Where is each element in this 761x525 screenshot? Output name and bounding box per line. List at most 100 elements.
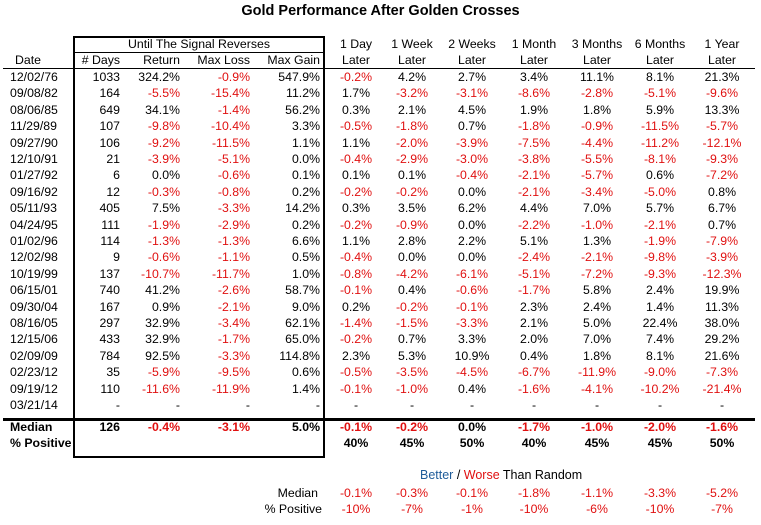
row-value: -1.8%: [517, 119, 551, 134]
header-period-top: 3 Months: [571, 37, 623, 51]
row-date: 10/19/99: [10, 266, 58, 281]
header-period-bottom: Later: [341, 53, 371, 67]
row-value: 0.6%: [291, 365, 320, 380]
row-value: 1.0%: [291, 266, 320, 281]
row-value: -0.6%: [217, 168, 250, 183]
row-value: -0.1%: [339, 381, 373, 396]
row-value: -: [719, 398, 725, 412]
row-value: 6: [113, 168, 120, 183]
row-value: -: [245, 398, 250, 412]
row-date: 12/10/91: [10, 152, 58, 166]
row-value: 0.2%: [291, 217, 320, 232]
row-value: 0.7%: [457, 119, 487, 134]
row-value: -5.7%: [705, 119, 739, 134]
row-date: 04/24/95: [10, 217, 58, 232]
row-date: 08/06/85: [10, 102, 58, 117]
row-value: 7.4%: [645, 332, 675, 347]
row-value: 6.2%: [457, 201, 487, 216]
row-value: -5.7%: [580, 168, 614, 183]
row-value: 433: [99, 332, 120, 347]
row-value: -0.4%: [339, 250, 373, 265]
row-value: -1.0%: [395, 381, 429, 396]
header-period-bottom: Later: [707, 53, 737, 67]
row-value: -3.2%: [395, 86, 429, 101]
row-value: 5.1%: [519, 234, 549, 248]
median-value: -1.6%: [705, 420, 739, 434]
row-value: -1.1%: [217, 250, 250, 265]
median-value: -0.2%: [395, 420, 429, 434]
row-value: 114.8%: [279, 348, 320, 363]
row-value: -1.6%: [517, 381, 551, 396]
header-period-top: 1 Week: [391, 37, 433, 51]
row-value: 164: [99, 86, 120, 101]
legend-worse: Worse: [463, 468, 500, 482]
row-value: 4.4%: [519, 201, 549, 216]
row-value: 5.9%: [645, 102, 675, 117]
row-date: 12/15/06: [10, 332, 58, 347]
row-value: 9.0%: [291, 299, 320, 314]
median-value: -0.4%: [147, 420, 180, 434]
positive-value: 50%: [459, 436, 485, 450]
median-value: 5.0%: [291, 420, 320, 434]
row-value: 3.3%: [291, 119, 320, 134]
row-value: 2.8%: [397, 234, 427, 248]
row-value: 5.3%: [397, 348, 427, 363]
header-max-loss: Max Loss: [197, 53, 250, 67]
row-value: 649: [99, 102, 120, 117]
random-positive-value: -1%: [461, 502, 483, 516]
row-value: -7.2%: [705, 168, 739, 183]
row-value: -5.5%: [147, 86, 180, 101]
row-value: -2.0%: [395, 135, 429, 150]
median-value: -3.1%: [217, 420, 250, 434]
row-value: 0.0%: [457, 250, 487, 265]
row-value: -10.4%: [211, 119, 250, 134]
row-value: 11.2%: [286, 86, 320, 101]
row-value: 1.9%: [519, 102, 549, 117]
row-value: 6.6%: [291, 234, 320, 248]
row-value: -11.9%: [211, 381, 250, 396]
row-value: -4.2%: [395, 266, 429, 281]
row-value: 8.1%: [645, 70, 675, 84]
random-median-value: -1.1%: [580, 486, 614, 500]
row-value: -1.4%: [217, 102, 250, 117]
row-date: 01/02/96: [10, 234, 58, 248]
row-value: 11.1%: [580, 70, 614, 84]
row-value: -3.1%: [455, 86, 489, 101]
summary-divider: [3, 418, 755, 421]
header-period-bottom: Later: [397, 53, 427, 67]
row-date: 09/16/92: [10, 184, 58, 199]
group-header: Until The Signal Reverses: [128, 37, 270, 51]
row-value: 137: [99, 266, 120, 281]
row-value: -3.8%: [517, 152, 551, 166]
row-value: 0.0%: [457, 184, 487, 199]
header-period-top: 2 Weeks: [448, 37, 496, 51]
row-value: -15.4%: [211, 86, 250, 101]
row-value: -11.9%: [577, 365, 617, 380]
row-value: -11.2%: [640, 135, 680, 150]
legend-sep: /: [453, 468, 464, 482]
row-value: 3.4%: [519, 70, 549, 84]
row-value: -0.2%: [339, 332, 373, 347]
row-value: 10.9%: [454, 348, 490, 363]
row-value: -: [353, 398, 359, 412]
random-positive-label: % Positive: [264, 502, 322, 516]
row-value: -0.1%: [455, 299, 489, 314]
row-value: -4.5%: [455, 365, 489, 380]
positive-value: 40%: [521, 436, 547, 450]
row-value: -1.7%: [217, 332, 250, 347]
row-value: -: [531, 398, 537, 412]
row-value: 29.2%: [704, 332, 740, 347]
row-value: -3.5%: [395, 365, 429, 380]
header-days: # Days: [81, 53, 120, 67]
row-value: -2.1%: [580, 250, 614, 265]
row-value: -0.2%: [339, 70, 373, 84]
row-value: -11.7%: [211, 266, 250, 281]
row-value: 2.4%: [645, 283, 675, 298]
row-value: 111: [101, 217, 120, 232]
header-period-bottom: Later: [645, 53, 675, 67]
row-value: -7.5%: [517, 135, 551, 150]
row-value: -5.1%: [643, 86, 677, 101]
row-value: -9.3%: [643, 266, 677, 281]
row-value: -2.4%: [517, 250, 551, 265]
row-value: -1.9%: [643, 234, 677, 248]
